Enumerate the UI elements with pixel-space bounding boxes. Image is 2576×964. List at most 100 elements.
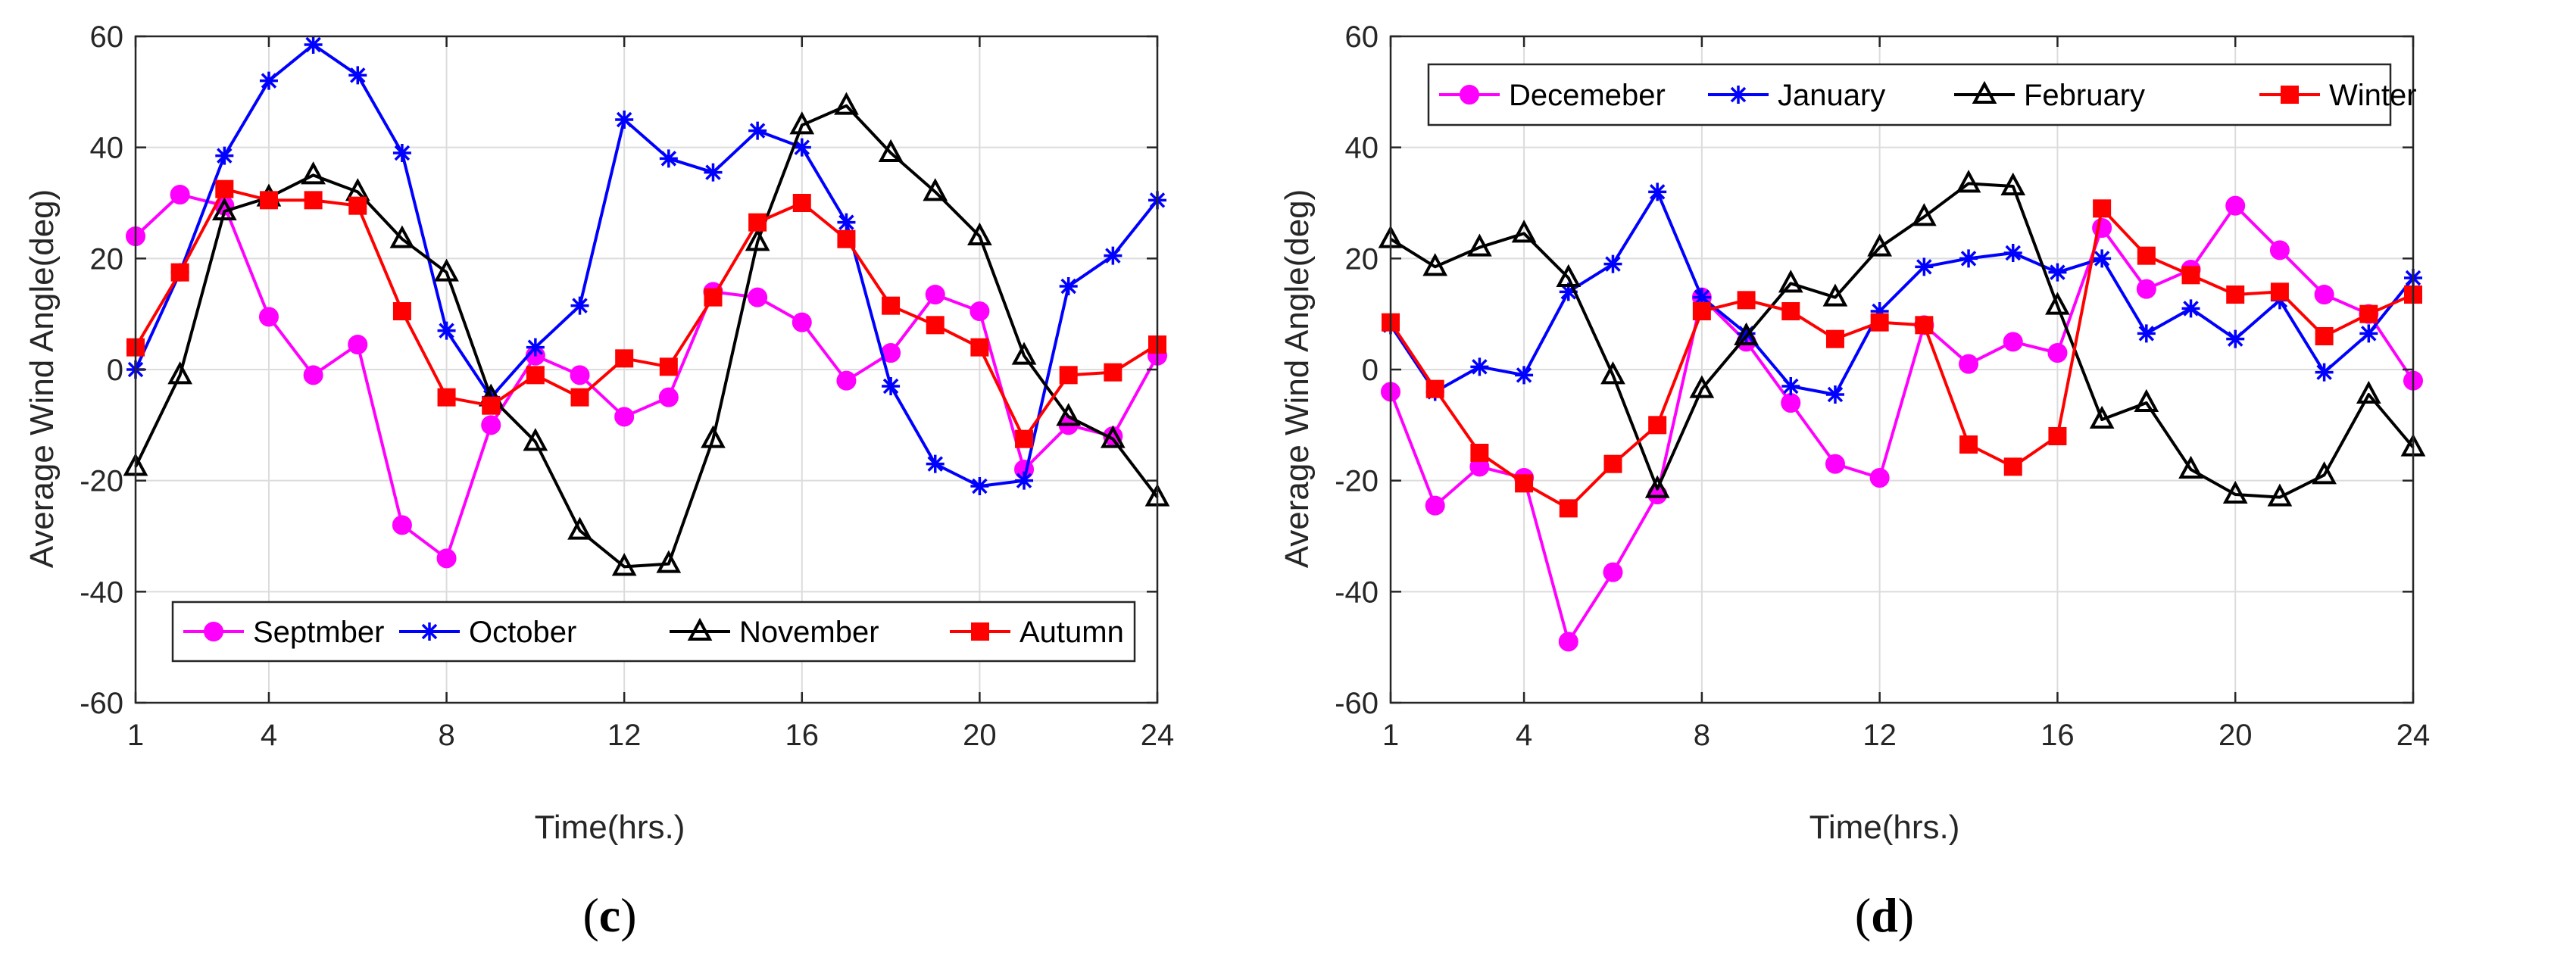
data-point — [926, 316, 945, 335]
x-tick-label: 20 — [2218, 719, 2253, 752]
data-point — [882, 296, 901, 315]
legend-marker — [1729, 86, 1747, 104]
x-tick-label: 16 — [2041, 719, 2075, 752]
y-tick-label: -60 — [80, 687, 123, 720]
data-point-strokes — [304, 36, 323, 54]
y-axis-title: Average Wind Angle(deg) — [1279, 189, 1316, 569]
data-point — [1778, 270, 1803, 293]
legend-marker-strokes — [1729, 86, 1747, 104]
data-point — [434, 258, 459, 282]
data-point — [1959, 249, 1978, 268]
data-point — [1100, 425, 1126, 448]
data-point — [2181, 266, 2200, 285]
legend-label: Winter — [2329, 79, 2417, 112]
data-point — [970, 338, 989, 357]
data-point — [1603, 254, 1622, 273]
data-point — [614, 407, 635, 427]
data-point — [970, 301, 990, 321]
legend-label: January — [1778, 79, 1885, 112]
data-point — [2359, 324, 2378, 343]
data-point — [2270, 282, 2289, 301]
data-point — [1648, 183, 1667, 201]
data-point — [2356, 380, 2381, 404]
data-point-strokes — [837, 213, 856, 232]
y-tick-label: 40 — [1345, 132, 1379, 165]
y-tick-label: -60 — [1335, 687, 1379, 720]
data-point — [1825, 329, 1844, 348]
data-point — [1959, 435, 1978, 454]
data-point — [834, 92, 859, 115]
data-point-strokes — [615, 111, 634, 129]
legend-marker — [1972, 80, 1997, 104]
data-point — [392, 302, 411, 320]
y-tick-label: 60 — [1345, 20, 1379, 54]
data-point — [1104, 363, 1123, 382]
data-point — [303, 365, 323, 385]
x-tick-label: 12 — [607, 719, 642, 752]
data-point — [878, 139, 904, 162]
data-point — [926, 454, 945, 473]
data-point-strokes — [348, 66, 367, 85]
data-point — [436, 548, 457, 569]
x-tick-label: 4 — [1516, 719, 1532, 752]
data-point — [1559, 282, 1578, 301]
series-winter — [1382, 199, 2422, 518]
data-point — [570, 365, 590, 385]
data-point — [1737, 291, 1756, 310]
data-point — [1825, 385, 1844, 404]
data-point — [348, 196, 367, 215]
data-point — [1015, 471, 1034, 490]
data-point — [923, 178, 948, 201]
data-point — [1689, 375, 1715, 398]
data-point-strokes — [1648, 183, 1667, 201]
x-tick-label: 1 — [127, 719, 144, 752]
data-point — [2047, 343, 2068, 363]
data-point-strokes — [659, 149, 678, 168]
legend-marker — [687, 617, 713, 641]
legend-item-septmber: Septmber — [183, 616, 384, 649]
data-point-strokes — [748, 121, 767, 140]
x-axis-title: Time(hrs.) — [535, 809, 685, 846]
data-point — [2315, 327, 2334, 345]
data-point-strokes — [970, 477, 989, 495]
data-point-strokes — [259, 71, 278, 90]
data-point — [482, 396, 501, 415]
data-point-strokes — [2137, 324, 2156, 343]
data-point — [1648, 416, 1667, 435]
data-point — [1911, 203, 1937, 226]
data-point — [1515, 474, 1534, 493]
data-point — [1869, 468, 1890, 488]
data-point — [1959, 354, 1979, 374]
x-tick-label: 12 — [1863, 719, 1897, 752]
data-point — [1425, 495, 1445, 516]
data-point — [1056, 403, 1082, 426]
data-point — [2003, 244, 2022, 262]
data-point — [2045, 292, 2070, 315]
data-point — [2003, 332, 2023, 352]
legend-item-october: October — [399, 616, 576, 649]
y-tick-label: 20 — [1345, 242, 1379, 276]
data-point-strokes — [1470, 357, 1489, 376]
data-point — [792, 138, 811, 157]
data-point — [2312, 461, 2337, 485]
data-point — [167, 361, 193, 385]
data-point — [970, 477, 989, 495]
y-tick-label: -40 — [1335, 576, 1379, 609]
data-point — [567, 516, 592, 540]
data-point — [789, 111, 815, 135]
data-point — [1956, 170, 1981, 193]
data-point-strokes — [570, 296, 589, 315]
data-point — [2222, 480, 2248, 504]
data-point — [1644, 475, 1670, 498]
x-tick-label: 24 — [1141, 719, 1175, 752]
x-tick-label: 24 — [2396, 719, 2431, 752]
series-line — [134, 193, 1159, 560]
data-point — [170, 185, 190, 204]
data-point-strokes — [792, 138, 811, 157]
data-point — [882, 377, 901, 395]
data-point — [437, 388, 456, 407]
data-point — [1559, 499, 1578, 518]
data-point-strokes — [882, 377, 901, 395]
series-line — [1389, 190, 2415, 396]
data-point — [304, 191, 323, 210]
